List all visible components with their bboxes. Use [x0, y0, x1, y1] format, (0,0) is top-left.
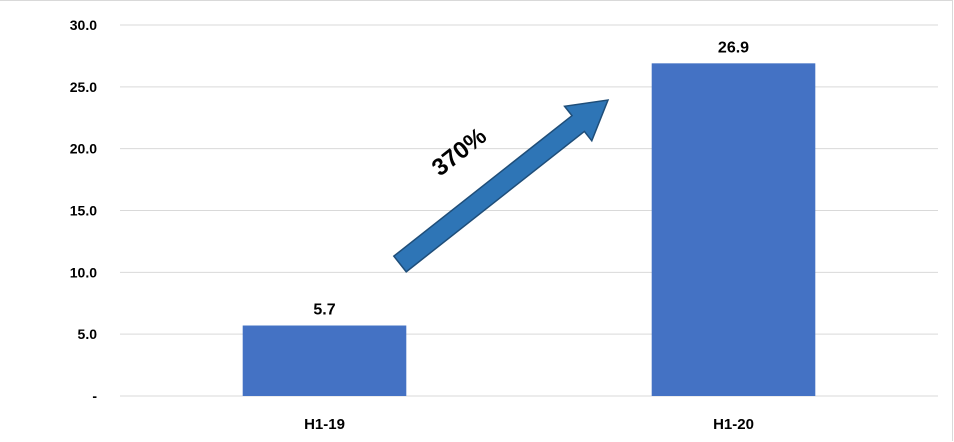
x-tick-label: H1-20: [713, 416, 754, 433]
growth-arrow-icon: [392, 99, 610, 273]
x-tick-label: H1-19: [304, 416, 345, 433]
data-labels: 5.7 26.9: [313, 39, 749, 318]
growth-percentage-label: 370%: [427, 123, 492, 182]
y-tick-label: 10.0: [70, 264, 97, 280]
y-tick-label: -: [92, 388, 97, 404]
y-tick-label: 15.0: [70, 203, 97, 219]
growth-annotation: 370%: [392, 99, 610, 273]
y-axis: - 5.0 10.0 15.0 20.0 25.0 30.0: [70, 17, 98, 404]
y-tick-label: 25.0: [70, 79, 97, 95]
data-label: 5.7: [313, 302, 335, 319]
y-tick-label: 30.0: [70, 17, 97, 33]
y-tick-label: 5.0: [78, 326, 98, 342]
data-label: 26.9: [718, 39, 749, 56]
y-tick-label: 20.0: [70, 141, 97, 157]
bar-h1-20: [651, 63, 816, 396]
bar-h1-19: [242, 325, 407, 396]
bars: [242, 63, 816, 396]
x-axis: H1-19 H1-20: [304, 416, 754, 433]
